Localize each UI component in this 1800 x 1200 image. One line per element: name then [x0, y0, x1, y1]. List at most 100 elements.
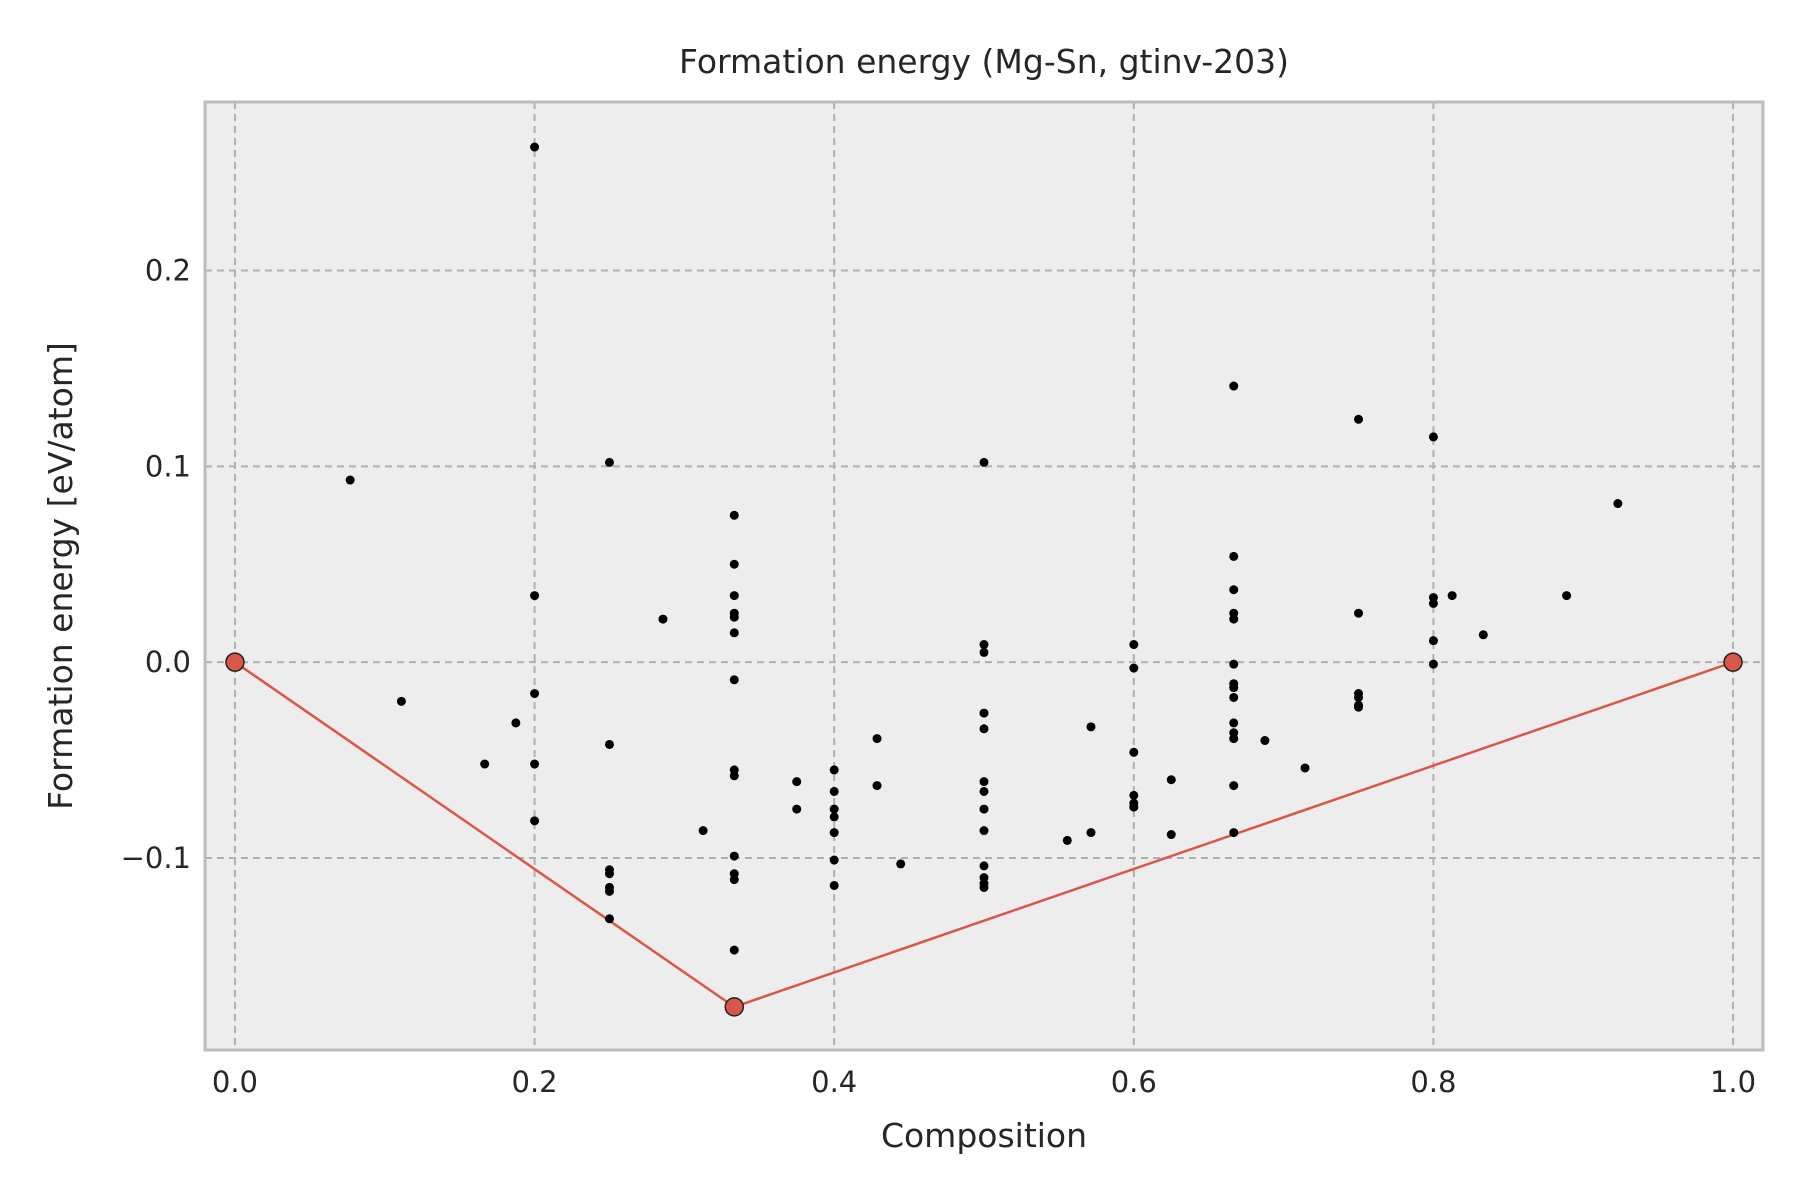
x-tick-labels: 0.0 0.2 0.4 0.6 0.8 1.0 — [212, 1065, 1756, 1099]
x-tick-label: 0.2 — [512, 1065, 558, 1099]
data-point — [1166, 775, 1176, 785]
data-point — [1129, 790, 1139, 800]
x-tick-label: 0.6 — [1111, 1065, 1157, 1099]
data-point — [1166, 830, 1176, 840]
y-tick-label: −0.1 — [121, 841, 191, 875]
plot-frame — [203, 100, 1765, 1052]
data-point — [979, 777, 989, 787]
data-point — [604, 914, 614, 924]
data-point — [829, 828, 839, 838]
data-point — [1129, 663, 1139, 673]
x-axis-label: Composition — [881, 1116, 1087, 1155]
data-point — [979, 861, 989, 871]
data-point — [1428, 598, 1438, 608]
data-point — [530, 142, 540, 152]
data-point — [1428, 636, 1438, 646]
data-point — [530, 591, 540, 601]
data-points — [345, 142, 1623, 955]
data-point — [698, 826, 708, 836]
data-point — [979, 826, 989, 836]
data-point — [829, 786, 839, 796]
data-point — [979, 457, 989, 467]
data-point — [1562, 591, 1572, 601]
y-tick-label: 0.1 — [145, 449, 191, 483]
data-point — [1428, 432, 1438, 442]
hull-points — [225, 652, 1743, 1017]
data-point — [1613, 499, 1623, 509]
data-point — [1086, 722, 1096, 732]
data-point — [792, 777, 802, 787]
data-point — [729, 591, 739, 601]
data-point — [1229, 381, 1239, 391]
data-point — [979, 786, 989, 796]
chart-title: Formation energy (Mg-Sn, gtinv-203) — [679, 42, 1289, 81]
data-point — [530, 816, 540, 826]
data-point — [480, 759, 490, 769]
grid — [205, 102, 1763, 1050]
data-point — [979, 708, 989, 718]
y-tick-label: 0.0 — [145, 645, 191, 679]
data-point — [530, 759, 540, 769]
data-point — [1129, 802, 1139, 812]
data-point — [729, 612, 739, 622]
plot-background — [205, 102, 1763, 1050]
x-tick-label: 0.8 — [1410, 1065, 1456, 1099]
y-tick-labels: −0.1 0.0 0.1 0.2 — [121, 253, 191, 875]
data-point — [1354, 692, 1364, 702]
y-tick-label: 0.2 — [145, 253, 191, 287]
data-point — [1478, 630, 1488, 640]
data-point — [1229, 585, 1239, 595]
y-axis-label: Formation energy [eV/atom] — [41, 342, 80, 810]
data-point — [1354, 702, 1364, 712]
data-point — [829, 804, 839, 814]
data-point — [829, 765, 839, 775]
data-point — [729, 559, 739, 569]
data-point — [1229, 718, 1239, 728]
data-point — [729, 851, 739, 861]
data-point — [729, 945, 739, 955]
x-tick-label: 0.4 — [811, 1065, 857, 1099]
data-point — [729, 628, 739, 638]
data-point — [1447, 591, 1457, 601]
x-tick-label: 0.0 — [212, 1065, 258, 1099]
data-point — [872, 734, 882, 744]
data-point — [979, 724, 989, 734]
data-point — [1354, 608, 1364, 618]
data-point — [604, 457, 614, 467]
data-point — [1129, 640, 1139, 650]
data-point — [511, 718, 521, 728]
data-point — [1229, 659, 1239, 669]
data-point — [729, 675, 739, 685]
data-point — [604, 869, 614, 879]
data-point — [345, 475, 355, 485]
data-point — [979, 882, 989, 892]
data-point — [604, 739, 614, 749]
data-point — [530, 689, 540, 699]
x-tick-label: 1.0 — [1710, 1065, 1756, 1099]
data-point — [829, 880, 839, 890]
data-point — [1229, 683, 1239, 693]
data-point — [979, 804, 989, 814]
data-point — [604, 886, 614, 896]
hull-point — [724, 997, 745, 1017]
data-point — [729, 510, 739, 520]
hull-point — [225, 652, 245, 672]
data-point — [829, 812, 839, 822]
data-point — [1229, 551, 1239, 561]
data-point — [729, 771, 739, 781]
data-point — [658, 614, 668, 624]
data-point — [1229, 692, 1239, 702]
data-point — [396, 696, 406, 706]
data-point — [979, 647, 989, 657]
data-point — [792, 804, 802, 814]
data-point — [1229, 828, 1239, 838]
data-point — [872, 781, 882, 791]
data-point — [1086, 828, 1096, 838]
data-point — [896, 859, 906, 869]
data-point — [1300, 763, 1310, 773]
data-point — [1229, 614, 1239, 624]
data-point — [1229, 781, 1239, 791]
data-point — [729, 875, 739, 885]
hull-point — [1723, 652, 1743, 672]
